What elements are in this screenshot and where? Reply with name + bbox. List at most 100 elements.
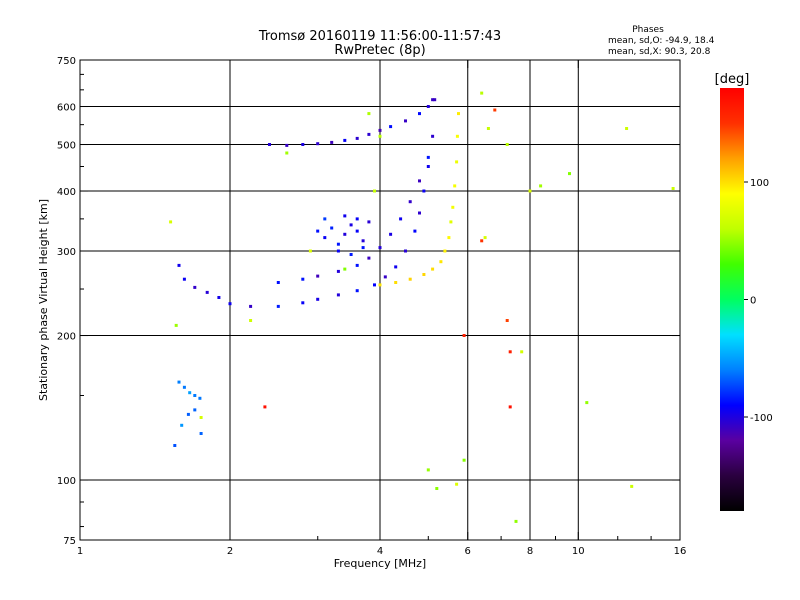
data-point bbox=[367, 256, 371, 260]
data-point bbox=[367, 132, 371, 136]
y-tick-label: 200 bbox=[57, 332, 76, 343]
data-point bbox=[457, 112, 460, 116]
y-axis-label: Stationary phase Virtual Height [km] bbox=[37, 199, 50, 401]
data-point bbox=[316, 274, 320, 278]
data-point bbox=[336, 269, 340, 273]
x-tick-label: 6 bbox=[465, 546, 471, 557]
data-point bbox=[330, 140, 334, 144]
data-point bbox=[449, 220, 453, 224]
data-point bbox=[630, 484, 634, 488]
data-point bbox=[373, 189, 376, 193]
data-point bbox=[193, 285, 197, 289]
x-tick-label: 4 bbox=[377, 546, 383, 557]
data-point bbox=[177, 380, 181, 384]
colorbar-label: [deg] bbox=[715, 72, 750, 87]
data-point bbox=[301, 277, 305, 281]
data-point bbox=[455, 160, 459, 164]
y-tick-label: 300 bbox=[57, 247, 76, 258]
data-point bbox=[418, 211, 421, 215]
colorbar-tick-label: 0 bbox=[750, 296, 756, 307]
data-point bbox=[413, 229, 417, 233]
data-point bbox=[418, 179, 421, 183]
x-tick-label: 2 bbox=[227, 546, 233, 557]
data-point bbox=[361, 239, 365, 243]
x-tick-label: 10 bbox=[572, 546, 585, 557]
x-tick-label: 8 bbox=[527, 546, 533, 557]
data-point bbox=[343, 214, 347, 218]
data-point bbox=[426, 155, 430, 159]
y-tick-label: 500 bbox=[57, 141, 76, 152]
data-point bbox=[205, 290, 209, 294]
data-point bbox=[408, 277, 412, 281]
data-point bbox=[177, 263, 181, 267]
data-point bbox=[404, 249, 407, 253]
data-point bbox=[355, 217, 359, 221]
data-point bbox=[276, 281, 280, 284]
data-point bbox=[336, 242, 340, 246]
data-point bbox=[443, 249, 447, 253]
data-point bbox=[568, 172, 571, 176]
data-point bbox=[528, 189, 532, 193]
data-point bbox=[373, 283, 376, 287]
data-point bbox=[508, 350, 512, 354]
data-point bbox=[431, 134, 435, 138]
data-point bbox=[625, 127, 629, 130]
data-point bbox=[349, 223, 353, 227]
x-tick-label: 16 bbox=[674, 546, 687, 557]
stats-x-mode: mean, sd,X: 90.3, 20.8 bbox=[608, 47, 711, 57]
data-point bbox=[394, 265, 398, 269]
data-point bbox=[431, 98, 435, 102]
data-point bbox=[330, 226, 334, 230]
data-point bbox=[426, 165, 430, 168]
data-point bbox=[308, 249, 312, 253]
data-point bbox=[378, 134, 382, 138]
chart-subtitle: RwPretec (8p) bbox=[334, 43, 425, 58]
data-point bbox=[343, 138, 347, 142]
data-point bbox=[378, 283, 382, 287]
data-point bbox=[355, 136, 359, 140]
data-point bbox=[389, 232, 393, 236]
data-point bbox=[323, 236, 327, 240]
data-point bbox=[188, 391, 192, 395]
colorbar-ticks: 100 0 -100 bbox=[744, 178, 773, 424]
data-point bbox=[316, 142, 320, 146]
data-point bbox=[539, 184, 543, 188]
data-point bbox=[455, 482, 459, 486]
data-point bbox=[301, 301, 305, 305]
data-point bbox=[389, 125, 393, 129]
data-point bbox=[343, 267, 347, 271]
data-point bbox=[180, 423, 184, 427]
data-point bbox=[671, 187, 675, 190]
data-point bbox=[193, 408, 197, 412]
data-point bbox=[383, 275, 387, 279]
data-point bbox=[394, 281, 398, 284]
data-point bbox=[520, 350, 524, 354]
data-point bbox=[169, 220, 173, 224]
stats-heading: Phases bbox=[632, 25, 664, 35]
data-point bbox=[182, 277, 186, 281]
data-point bbox=[198, 396, 202, 400]
data-point bbox=[378, 128, 382, 132]
data-point bbox=[316, 229, 320, 233]
data-point bbox=[263, 405, 267, 409]
data-point bbox=[349, 253, 353, 256]
data-point bbox=[186, 412, 190, 416]
data-point bbox=[285, 143, 289, 147]
data-point bbox=[336, 249, 340, 253]
data-point bbox=[433, 98, 437, 102]
data-point bbox=[455, 134, 459, 138]
x-axis-label: Frequency [MHz] bbox=[334, 557, 426, 570]
y-tick-label: 750 bbox=[57, 56, 76, 67]
data-point bbox=[404, 119, 407, 123]
data-point bbox=[422, 189, 426, 193]
data-point bbox=[301, 143, 305, 146]
data-point bbox=[355, 289, 359, 293]
data-point bbox=[426, 105, 430, 108]
colorbar bbox=[720, 88, 744, 511]
y-axis: 75 100 200 300 400 500 600 750 bbox=[57, 56, 680, 547]
data-point bbox=[408, 200, 412, 204]
data-point bbox=[268, 143, 271, 146]
data-point bbox=[199, 416, 203, 419]
data-point bbox=[439, 260, 443, 264]
data-point bbox=[447, 236, 451, 240]
